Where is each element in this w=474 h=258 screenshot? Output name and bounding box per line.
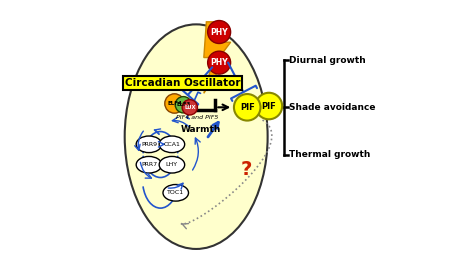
Ellipse shape (163, 184, 189, 201)
Circle shape (208, 51, 231, 74)
Text: Circadian Oscillator: Circadian Oscillator (125, 78, 240, 88)
Ellipse shape (125, 24, 268, 249)
Text: PRR9: PRR9 (141, 142, 157, 147)
Text: ELF3: ELF3 (176, 102, 191, 107)
Text: PRR7: PRR7 (141, 162, 157, 167)
Circle shape (175, 96, 191, 113)
Polygon shape (204, 22, 231, 93)
Text: TOC1: TOC1 (167, 190, 184, 195)
Text: Thermal growth: Thermal growth (289, 150, 371, 159)
Circle shape (165, 94, 184, 113)
Text: ?: ? (240, 160, 252, 179)
Ellipse shape (159, 136, 185, 153)
Text: LUX: LUX (184, 105, 196, 110)
Text: Shade avoidance: Shade avoidance (289, 103, 376, 112)
Text: PIF: PIF (240, 103, 255, 112)
Ellipse shape (136, 156, 162, 173)
Text: ELF4: ELF4 (167, 101, 182, 106)
Circle shape (234, 94, 261, 120)
Circle shape (182, 100, 198, 115)
Text: PHY: PHY (210, 28, 228, 37)
Circle shape (255, 93, 282, 119)
Text: Warmth: Warmth (181, 125, 221, 133)
Text: PIF4 and PIF5: PIF4 and PIF5 (176, 115, 219, 120)
Ellipse shape (136, 136, 162, 153)
Text: CCA1: CCA1 (164, 142, 180, 147)
Text: PIF: PIF (262, 102, 276, 110)
Text: Diurnal growth: Diurnal growth (289, 55, 366, 64)
Text: PHY: PHY (210, 58, 228, 67)
Text: LHY: LHY (166, 162, 178, 167)
Circle shape (208, 21, 231, 44)
Ellipse shape (159, 156, 185, 173)
